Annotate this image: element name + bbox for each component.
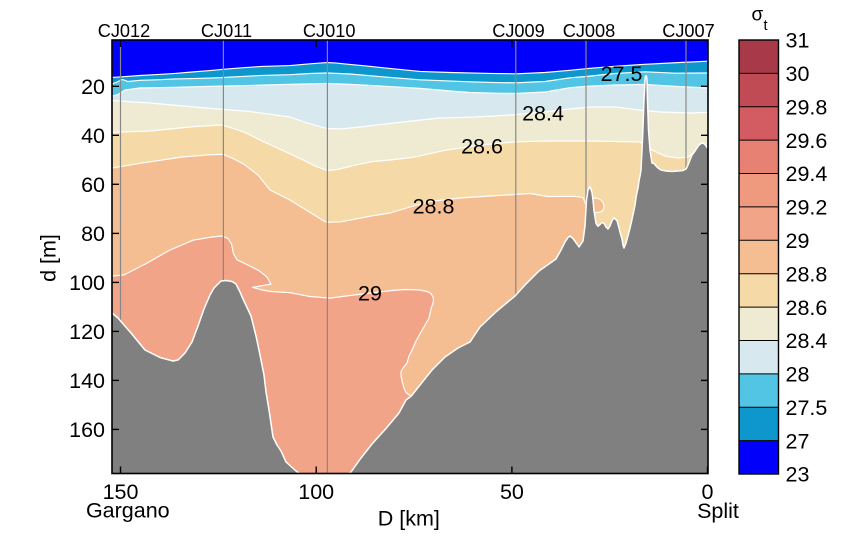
svg-text:120: 120 xyxy=(69,320,105,344)
svg-text:Split: Split xyxy=(697,499,739,523)
svg-text:29.4: 29.4 xyxy=(786,162,828,186)
svg-text:29.2: 29.2 xyxy=(786,196,828,220)
svg-text:100: 100 xyxy=(298,480,334,504)
svg-text:29.6: 29.6 xyxy=(786,129,828,153)
svg-text:28.6: 28.6 xyxy=(786,296,828,320)
svg-text:28.4: 28.4 xyxy=(522,102,564,126)
svg-text:Gargano: Gargano xyxy=(86,499,170,523)
svg-text:d [m]: d [m] xyxy=(37,234,61,282)
svg-text:28.4: 28.4 xyxy=(786,329,828,353)
svg-text:50: 50 xyxy=(500,480,524,504)
svg-text:28.8: 28.8 xyxy=(786,262,828,286)
svg-text:29: 29 xyxy=(786,229,810,253)
svg-text:140: 140 xyxy=(69,369,105,393)
svg-text:30: 30 xyxy=(786,62,810,86)
svg-text:31: 31 xyxy=(786,29,810,53)
svg-text:100: 100 xyxy=(69,271,105,295)
svg-text:29: 29 xyxy=(358,282,382,306)
svg-text:27.5: 27.5 xyxy=(601,62,643,86)
svg-text:80: 80 xyxy=(81,222,105,246)
svg-text:CJ011: CJ011 xyxy=(201,21,252,41)
svg-text:CJ012: CJ012 xyxy=(98,21,151,41)
svg-text:t: t xyxy=(764,18,768,34)
svg-text:σ: σ xyxy=(752,5,764,26)
svg-text:60: 60 xyxy=(81,173,105,197)
svg-text:27: 27 xyxy=(786,429,810,453)
svg-text:28.8: 28.8 xyxy=(413,195,455,219)
svg-text:150: 150 xyxy=(103,480,139,504)
svg-text:27.5: 27.5 xyxy=(786,396,828,420)
svg-text:29.8: 29.8 xyxy=(786,95,828,119)
svg-text:40: 40 xyxy=(81,124,105,148)
svg-text:CJ009: CJ009 xyxy=(492,21,545,41)
svg-text:160: 160 xyxy=(69,418,105,442)
svg-text:28: 28 xyxy=(786,363,810,387)
svg-text:20: 20 xyxy=(81,75,105,99)
svg-text:0: 0 xyxy=(702,480,714,504)
svg-text:28.6: 28.6 xyxy=(461,135,503,159)
svg-text:CJ007: CJ007 xyxy=(662,21,715,41)
svg-text:D [km]: D [km] xyxy=(378,507,440,531)
svg-text:23: 23 xyxy=(786,463,810,487)
svg-text:CJ010: CJ010 xyxy=(303,21,356,41)
svg-text:CJ008: CJ008 xyxy=(563,21,616,41)
